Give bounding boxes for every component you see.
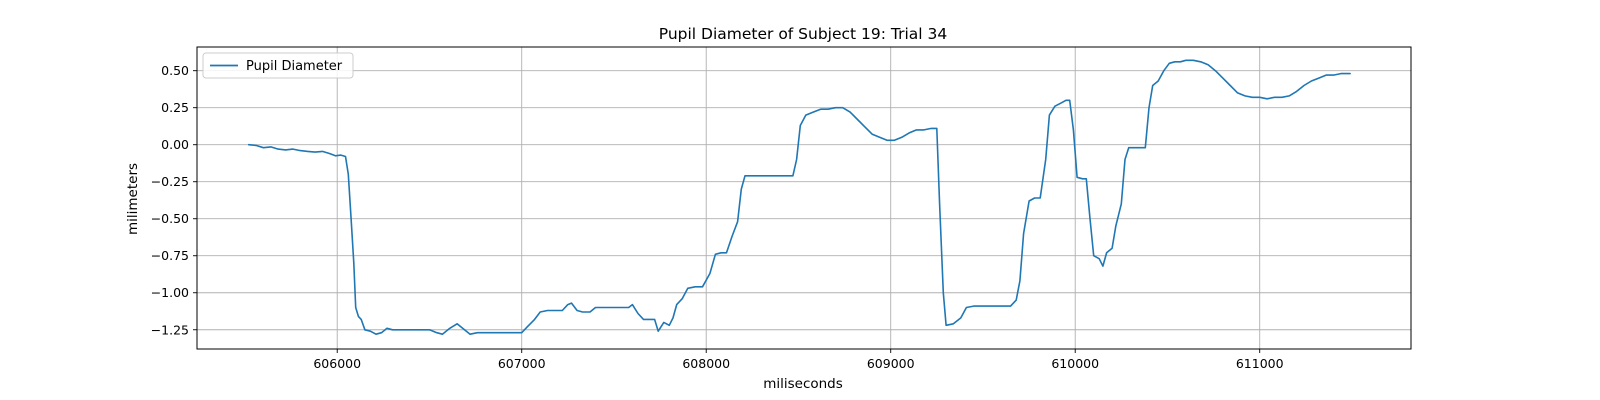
- series-line-pupil-diameter: [247, 59, 1351, 335]
- y-tick-label: −1.00: [151, 285, 189, 300]
- legend: Pupil Diameter: [202, 52, 354, 79]
- y-tick-label: −0.50: [151, 211, 189, 226]
- y-tick-label: −0.25: [151, 174, 189, 189]
- y-axis-label: milimeters: [125, 163, 141, 235]
- x-tick-label: 606000: [313, 356, 361, 371]
- x-tick-label: 609000: [867, 356, 915, 371]
- x-axis-label: miliseconds: [763, 376, 843, 392]
- grid-lines: [197, 47, 1411, 349]
- x-tick-label: 608000: [682, 356, 730, 371]
- y-axis-ticks: 0.50 0.25 0.00 −0.25 −0.50 −0.75 −1.00 −1.25: [151, 63, 197, 337]
- y-tick-label: 0.00: [161, 137, 189, 152]
- x-axis-ticks: 606000 607000 608000 609000 610000 611000: [313, 349, 1284, 371]
- legend-label-pupil-diameter: Pupil Diameter: [246, 59, 343, 74]
- x-tick-label: 610000: [1051, 356, 1099, 371]
- x-tick-label: 607000: [498, 356, 546, 371]
- chart-title: Pupil Diameter of Subject 19: Trial 34: [659, 25, 948, 43]
- y-tick-label: 0.25: [161, 100, 189, 115]
- x-tick-label: 611000: [1236, 356, 1284, 371]
- y-tick-label: −1.25: [151, 322, 189, 337]
- legend-box: [202, 52, 354, 79]
- y-tick-label: 0.50: [161, 63, 189, 78]
- series-layer: [247, 59, 1351, 335]
- plot-frame: [196, 46, 1412, 350]
- y-tick-label: −0.75: [151, 248, 189, 263]
